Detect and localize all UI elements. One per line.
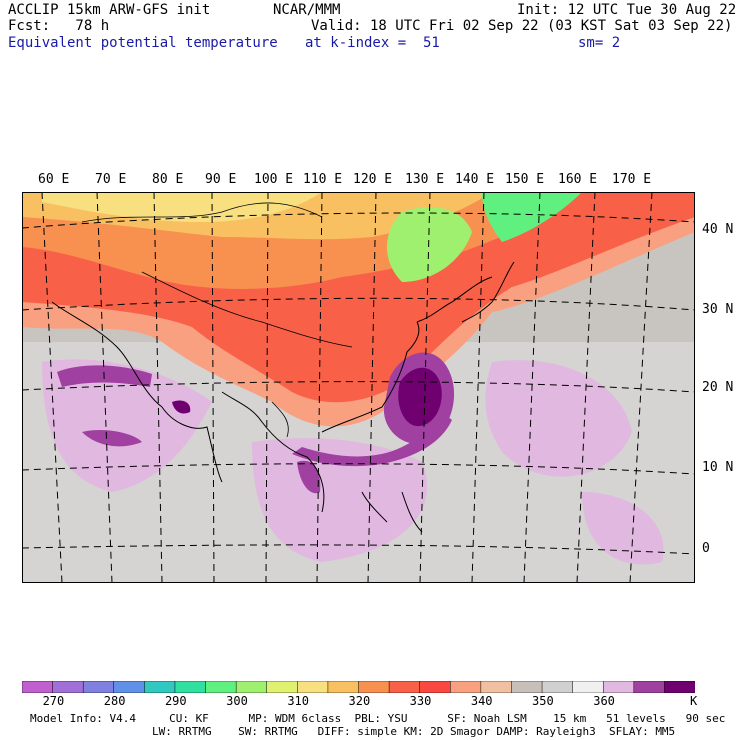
lon-label: 150 E (505, 172, 545, 187)
colorbar-swatch (82, 681, 115, 693)
colorbar (22, 681, 695, 693)
lat-label: 40 N (702, 222, 734, 237)
lon-label: 160 E (558, 172, 598, 187)
colorbar-tick-label: 300 (226, 694, 248, 708)
lon-label: 120 E (353, 172, 393, 187)
level-info: at k-index = 51 (305, 35, 440, 51)
colorbar-tick-label: 340 (470, 694, 493, 708)
graticule (22, 192, 695, 583)
colorbar-swatch (235, 681, 268, 693)
colorbar-swatch (144, 681, 176, 693)
init-time: Init: 12 UTC Tue 30 Aug 22 (517, 2, 737, 18)
lon-label: 140 E (455, 172, 495, 187)
lon-label: 110 E (303, 172, 343, 187)
colorbar-swatch (113, 681, 146, 693)
lon-label: 130 E (405, 172, 445, 187)
lon-label: 70 E (95, 172, 127, 187)
lat-label: 20 N (702, 380, 734, 395)
colorbar-tick-label: 290 (164, 694, 187, 708)
valid-time: Valid: 18 UTC Fri 02 Sep 22 (03 KST Sat … (311, 18, 733, 34)
colorbar-swatch (511, 681, 543, 693)
colorbar-swatch (602, 681, 635, 693)
colorbar-tick-label: 350 (532, 694, 554, 708)
colorbar-swatch (52, 681, 84, 693)
colorbar-swatch (664, 681, 695, 693)
colorbar-swatch (358, 681, 390, 693)
theta-e-map (22, 192, 695, 583)
colorbar-swatch (388, 681, 421, 693)
lon-label: 100 E (254, 172, 294, 187)
colorbar-swatch (327, 681, 360, 693)
colorbar-tick-label: 270 (42, 694, 65, 708)
colorbar-swatch (297, 681, 329, 693)
colorbar-swatch (633, 681, 666, 693)
lat-label: 10 N (702, 460, 734, 475)
lon-label: 60 E (38, 172, 70, 187)
model-info-line-2: LW: RRTMG SW: RRTMG DIFF: simple KM: 2D … (152, 725, 676, 738)
colorbar-tick-label: 360 (593, 694, 615, 708)
colorbar-tick-label: 330 (409, 694, 432, 708)
colorbar-unit: K (690, 694, 698, 708)
colorbar-swatch (541, 681, 574, 693)
lon-label: 170 E (612, 172, 652, 187)
colorbar-swatch (266, 681, 299, 693)
colorbar-swatch (419, 681, 452, 693)
lilac-field (42, 359, 212, 492)
colorbar-swatch (174, 681, 207, 693)
lat-label: 30 N (702, 302, 734, 317)
model-title: ACCLIP 15km ARW-GFS init (8, 2, 211, 18)
colorbar-tick-label: 310 (287, 694, 309, 708)
lon-label: 90 E (205, 172, 237, 187)
colorbar-swatch (450, 681, 482, 693)
smoothing-info: sm= 2 (578, 35, 621, 51)
coastlines (51, 261, 515, 533)
map-frame (22, 192, 695, 583)
field-name: Equivalent potential temperature (8, 35, 278, 51)
lon-label: 80 E (152, 172, 184, 187)
lat-label: 0 (702, 541, 710, 556)
model-info-line-1: Model Info: V4.4 CU: KF MP: WDM 6class P… (30, 712, 726, 725)
boundaries (81, 202, 353, 438)
forecast-hour: Fcst: 78 h (8, 18, 110, 34)
colorbar-swatch (480, 681, 513, 693)
center-title: NCAR/MMM (273, 2, 341, 18)
colorbar-swatch (205, 681, 237, 693)
colorbar-tick-label: 320 (348, 694, 371, 708)
colorbar-tick-label: 280 (103, 694, 126, 708)
colorbar-swatch (572, 681, 604, 693)
colorbar-swatch (22, 681, 54, 693)
